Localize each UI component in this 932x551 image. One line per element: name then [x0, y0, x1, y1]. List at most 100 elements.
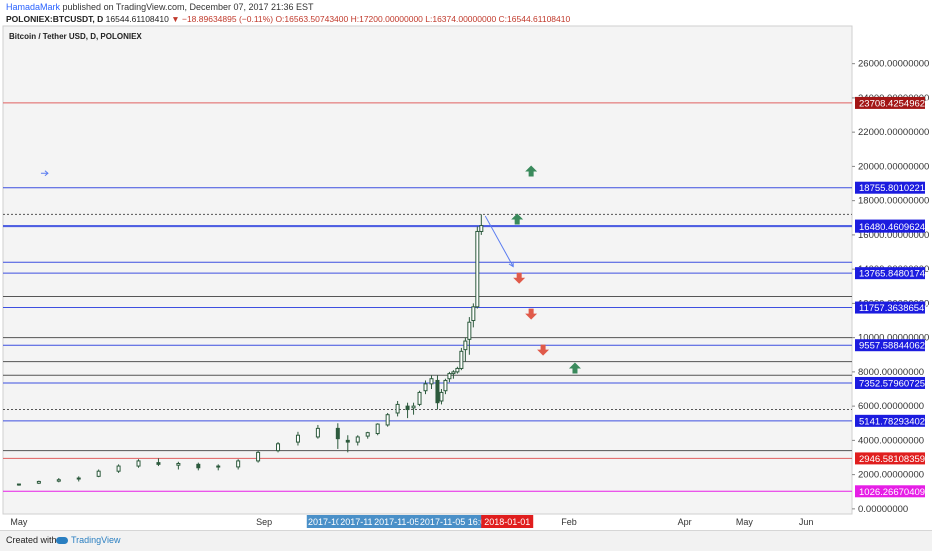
candle-body [459, 350, 464, 369]
price-label-box[interactable] [855, 301, 925, 314]
candle-body [276, 443, 281, 452]
candle-body [236, 460, 241, 468]
horizontal-lines [3, 102, 852, 492]
y-tick-label: 16000.00000000 [858, 230, 929, 241]
candle-body [345, 439, 350, 443]
symbol-name: POLONIEX:BTCUSDT, D [6, 14, 104, 24]
candle-body [76, 477, 81, 480]
time-label-box[interactable] [481, 515, 534, 528]
price-label-box[interactable] [855, 96, 925, 109]
y-tick-label: 2000.00000000 [858, 470, 924, 481]
candle-body [315, 427, 320, 438]
y-tick-label: 0.00000000 [858, 504, 908, 515]
price-label-text: 1026.26670409 [859, 487, 925, 498]
trend-line-group [40, 170, 514, 268]
candle-body [423, 383, 428, 392]
price-label-text: 5141.78293402 [859, 416, 925, 427]
price-labels: 23708.4254962018755.8010221516544.611084… [855, 96, 930, 498]
y-tick-label: 22000.00000000 [858, 127, 929, 138]
price-label-box[interactable] [855, 181, 925, 194]
published-text: published on TradingView.com, December 0… [60, 2, 314, 12]
x-tick-label: Apr [678, 517, 692, 527]
trend-arrowhead-icon [508, 261, 514, 268]
candle-body [196, 463, 201, 469]
cloud-icon [56, 537, 68, 545]
candle-body [395, 403, 400, 414]
candle-body [417, 391, 422, 405]
price-label-box[interactable] [855, 220, 925, 233]
y-tick-label: 18000.00000000 [858, 196, 929, 207]
candle-body [443, 379, 448, 392]
candles [16, 214, 484, 486]
candle-body [455, 367, 460, 373]
y-tick-label: 6000.00000000 [858, 401, 924, 412]
candle-body [16, 483, 21, 486]
footer: Created with TradingView [0, 530, 932, 551]
price-label-box[interactable] [855, 485, 925, 498]
price-label-text: 7352.57960725 [859, 378, 925, 389]
price-label-box[interactable] [855, 267, 925, 280]
publish-info: HamadaMark published on TradingView.com,… [6, 2, 314, 12]
time-label-text: 2017-11-05 16:00:00 [420, 517, 503, 527]
price-change: ▼ −18.89634895 (−0.11%) [171, 14, 274, 24]
candle-body [451, 371, 456, 375]
price-label-box[interactable] [855, 414, 925, 427]
candle-body [355, 436, 360, 443]
candle-body [56, 479, 61, 482]
symbol-info: POLONIEX:BTCUSDT, D 16544.61108410 ▼ −18… [6, 14, 570, 24]
trend-line[interactable] [484, 215, 514, 267]
annotation-arrows [511, 165, 581, 374]
candle-body [156, 462, 161, 465]
candle-body [479, 225, 484, 232]
price-axis: 0.00000000 2000.00000000 4000.00000000 6000… [852, 59, 929, 515]
price-label-box[interactable] [855, 339, 925, 352]
candle-body [447, 373, 452, 380]
tradingview-logo[interactable]: TradingView [56, 535, 121, 545]
price-label-text: 16480.46096248 [859, 222, 930, 233]
candle-body [365, 432, 370, 437]
arrow-up-icon[interactable] [568, 362, 581, 374]
chart-title: Bitcoin / Tether USD, D, POLONIEX [9, 32, 142, 41]
price-label-text: 9557.58844062 [859, 341, 925, 352]
candle-body [256, 451, 261, 462]
price-label-box[interactable] [855, 452, 925, 465]
candle-body [429, 378, 434, 385]
last-price: 16544.61108410 [105, 14, 169, 24]
candle-body [375, 423, 380, 435]
arrow-down-icon[interactable] [537, 344, 550, 356]
candle-body [335, 427, 340, 440]
candle-body [295, 434, 300, 443]
candle-body [439, 391, 444, 402]
time-axis: MaySepOctNovDec2018FebAprMayJun2017-10-1… [3, 515, 852, 528]
author-link[interactable]: HamadaMark [6, 2, 61, 12]
price-label-box[interactable] [855, 376, 925, 389]
y-tick-label: 26000.00000000 [858, 59, 929, 70]
candle-body [36, 480, 41, 484]
candle-body [411, 405, 416, 409]
x-tick-label: May [736, 517, 754, 527]
created-with-text: Created with [6, 535, 57, 545]
y-tick-label: 8000.00000000 [858, 367, 924, 378]
x-tick-label: May [10, 517, 28, 527]
arrow-down-icon[interactable] [525, 308, 538, 320]
time-label-text: 2017-11-05 16:00:00 [374, 517, 457, 527]
x-tick-label: Feb [561, 517, 577, 527]
plot-area[interactable] [2, 25, 853, 515]
candle-body [463, 340, 468, 351]
arrow-up-icon[interactable] [511, 213, 524, 225]
x-tick-label: Jun [799, 517, 814, 527]
price-label-text: 13765.84801747 [859, 269, 930, 280]
y-tick-label: 4000.00000000 [858, 435, 924, 446]
x-tick-label: Sep [256, 517, 272, 527]
candle-body [96, 470, 101, 477]
pointer-arrow-icon [44, 170, 49, 177]
candle-body [136, 460, 141, 467]
candle-body [471, 306, 476, 322]
arrow-up-icon[interactable] [525, 165, 538, 177]
arrow-down-icon[interactable] [513, 272, 526, 284]
price-label-text: 18755.80102215 [859, 183, 930, 194]
price-label-text: 23708.42549620 [859, 98, 930, 109]
candle-body [405, 405, 410, 411]
candle-body [435, 379, 440, 404]
